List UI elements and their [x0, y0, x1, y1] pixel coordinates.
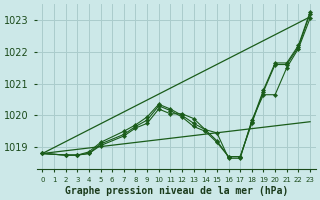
X-axis label: Graphe pression niveau de la mer (hPa): Graphe pression niveau de la mer (hPa) — [65, 186, 288, 196]
